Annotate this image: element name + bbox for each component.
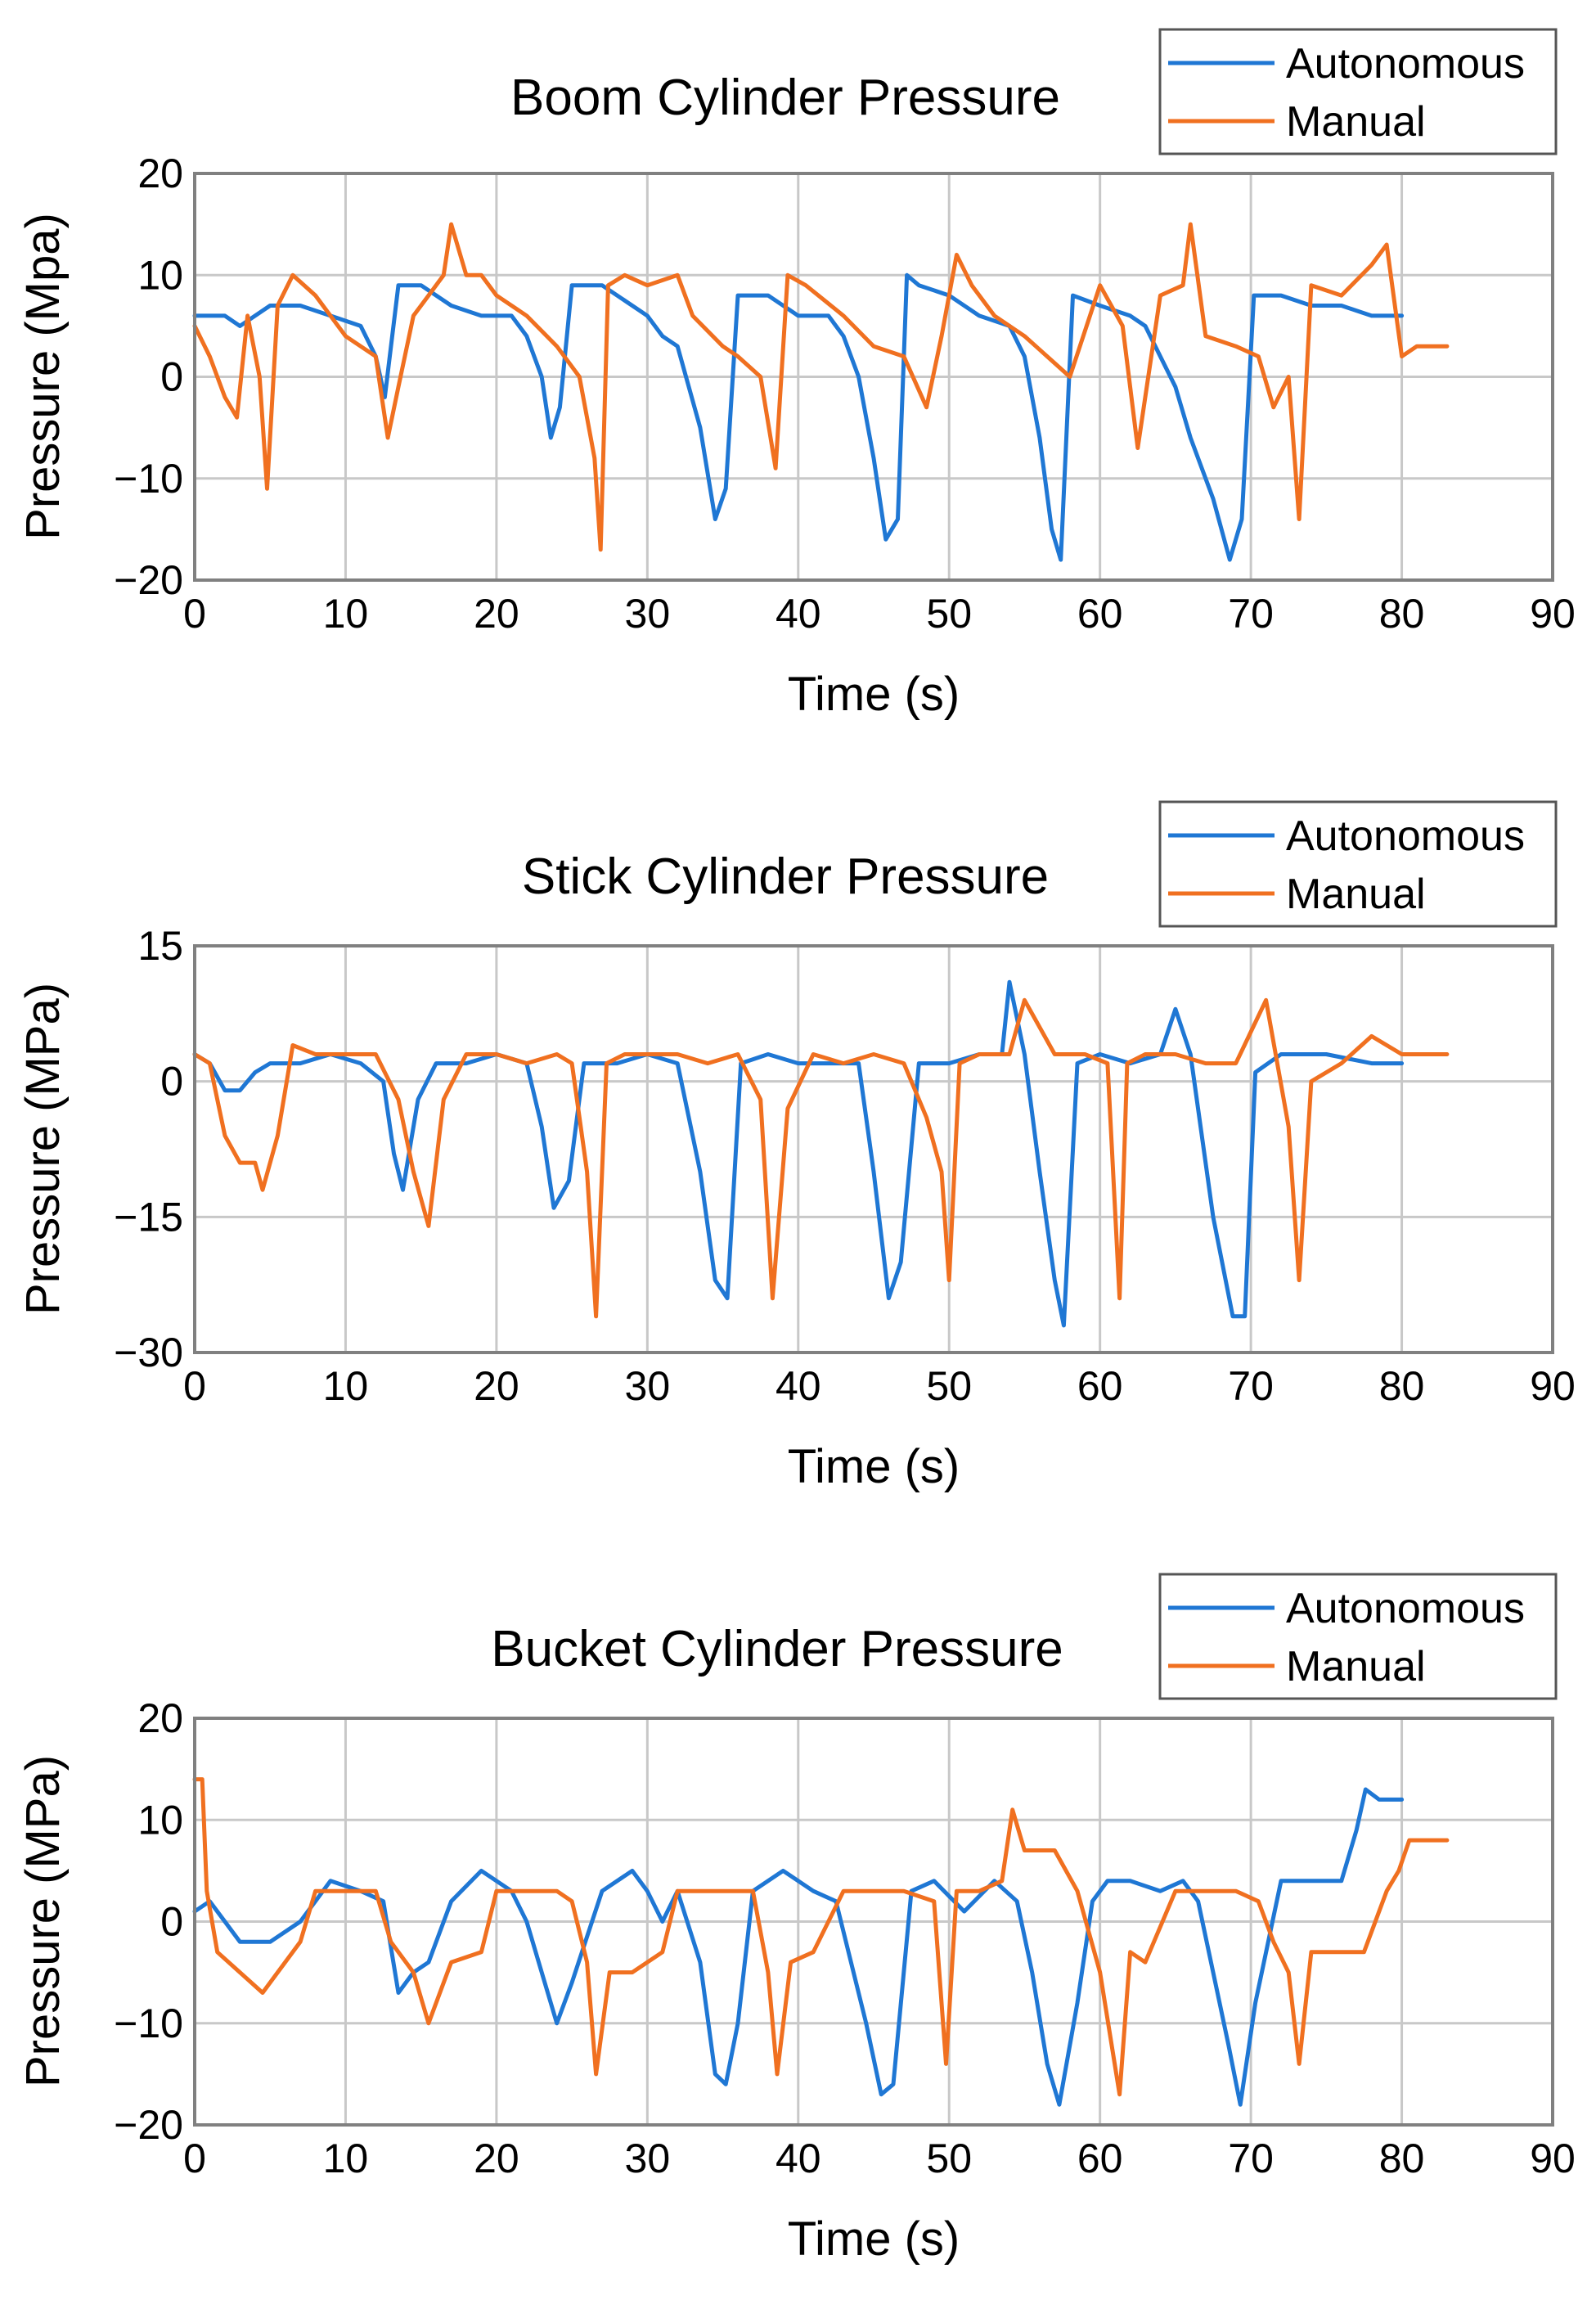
x-tick-label: 90	[1530, 1363, 1576, 1409]
legend-label-autonomous: Autonomous	[1286, 1585, 1525, 1632]
x-tick-label: 80	[1379, 2136, 1425, 2181]
series-line-autonomous	[192, 272, 1405, 562]
x-tick-label: 90	[1530, 2136, 1576, 2181]
x-tick-label: 0	[183, 2136, 206, 2181]
plot-series	[192, 979, 1450, 1328]
x-axis-label: Time (s)	[788, 2212, 960, 2266]
x-tick-label: 0	[183, 591, 206, 637]
plot-series	[192, 222, 1450, 562]
x-tick-label: 90	[1530, 591, 1576, 637]
legend-label-autonomous: Autonomous	[1286, 40, 1525, 88]
x-tick-label: 30	[625, 591, 671, 637]
y-tick-label: 10	[137, 1797, 183, 1843]
x-tick-label: 50	[926, 591, 972, 637]
plot-frame	[193, 1717, 1554, 2127]
y-tick-labels: 20 10 0 −10 −20	[114, 151, 183, 603]
legend-label-manual: Manual	[1286, 1643, 1426, 1690]
y-tick-labels: 15 0 −15 −30	[114, 923, 183, 1375]
legend: Autonomous Manual	[1158, 1573, 1558, 1700]
x-tick-label: 10	[323, 2136, 369, 2181]
x-tick-label: 70	[1228, 1363, 1274, 1409]
y-tick-labels: 20 10 0 −10 −20	[114, 1695, 183, 2148]
y-tick-label: −15	[114, 1194, 183, 1240]
y-axis-label: Pressure (MPa)	[16, 1755, 70, 2087]
legend: Autonomous Manual	[1158, 800, 1558, 928]
x-tick-label: 40	[776, 2136, 821, 2181]
x-grid-lines	[193, 946, 1554, 1353]
legend-box	[1158, 1573, 1558, 1700]
y-tick-label: −20	[114, 2102, 183, 2148]
x-tick-label: 50	[926, 1363, 972, 1409]
legend-label-manual: Manual	[1286, 871, 1426, 918]
x-axis-label: Time (s)	[788, 668, 960, 721]
plot-frame	[193, 944, 1554, 1354]
x-tick-label: 40	[776, 591, 821, 637]
x-axis-label: Time (s)	[788, 1440, 960, 1493]
legend-label-manual: Manual	[1286, 98, 1426, 146]
y-tick-label: 10	[137, 252, 183, 298]
y-grid-lines	[195, 172, 1553, 582]
y-tick-label: 0	[160, 354, 183, 400]
series-line-autonomous	[192, 979, 1405, 1328]
x-tick-label: 70	[1228, 2136, 1274, 2181]
x-tick-label: 30	[625, 1363, 671, 1409]
x-tick-label: 60	[1077, 1363, 1123, 1409]
y-tick-label: −10	[114, 456, 183, 502]
chart-title: Boom Cylinder Pressure	[510, 70, 1060, 126]
x-tick-labels: 0 10 20 30 40 50 60 70 80 90	[183, 2136, 1576, 2181]
x-tick-label: 10	[323, 1363, 369, 1409]
legend-label-autonomous: Autonomous	[1286, 812, 1525, 860]
x-tick-label: 70	[1228, 591, 1274, 637]
legend: Autonomous Manual	[1158, 28, 1558, 155]
x-tick-label: 80	[1379, 1363, 1425, 1409]
y-tick-label: −10	[114, 2001, 183, 2046]
y-tick-label: 0	[160, 1899, 183, 1945]
y-tick-label: 15	[137, 923, 183, 969]
series-line-manual	[192, 997, 1450, 1319]
chart-title: Stick Cylinder Pressure	[522, 848, 1049, 905]
chart-title: Bucket Cylinder Pressure	[491, 1621, 1063, 1677]
x-tick-label: 20	[474, 1363, 519, 1409]
y-tick-label: 20	[137, 1695, 183, 1741]
x-tick-label: 40	[776, 1363, 821, 1409]
x-tick-label: 20	[474, 2136, 519, 2181]
x-tick-label: 50	[926, 2136, 972, 2181]
x-tick-label: 80	[1379, 591, 1425, 637]
y-tick-label: −30	[114, 1330, 183, 1375]
y-tick-label: 0	[160, 1059, 183, 1105]
x-tick-labels: 0 10 20 30 40 50 60 70 80 90	[183, 1363, 1576, 1409]
x-tick-label: 60	[1077, 591, 1123, 637]
x-tick-labels: 0 10 20 30 40 50 60 70 80 90	[183, 591, 1576, 637]
series-line-manual	[192, 222, 1450, 552]
series-line-manual	[192, 1777, 1450, 2097]
x-tick-label: 0	[183, 1363, 206, 1409]
legend-box	[1158, 28, 1558, 155]
series-line-autonomous	[192, 1787, 1405, 2107]
x-tick-label: 30	[625, 2136, 671, 2181]
legend-box	[1158, 800, 1558, 928]
y-grid-lines	[195, 944, 1553, 1354]
x-tick-label: 20	[474, 591, 519, 637]
x-tick-label: 10	[323, 591, 369, 637]
y-tick-label: 20	[137, 151, 183, 196]
y-axis-label: Pressure (MPa)	[16, 983, 70, 1315]
stick-chart-panel: Stick Cylinder Pressure 15 0 −15 −30 0 10 20 3…	[16, 800, 1576, 1493]
y-tick-label: −20	[114, 557, 183, 603]
y-axis-label: Pressure (Mpa)	[16, 213, 70, 540]
bucket-chart-panel: Bucket Cylinder Pressure 20 10 0 −10 −20 0 10…	[16, 1573, 1576, 2266]
plot-frame	[193, 172, 1554, 582]
x-tick-label: 60	[1077, 2136, 1123, 2181]
plot-series	[192, 1777, 1450, 2107]
